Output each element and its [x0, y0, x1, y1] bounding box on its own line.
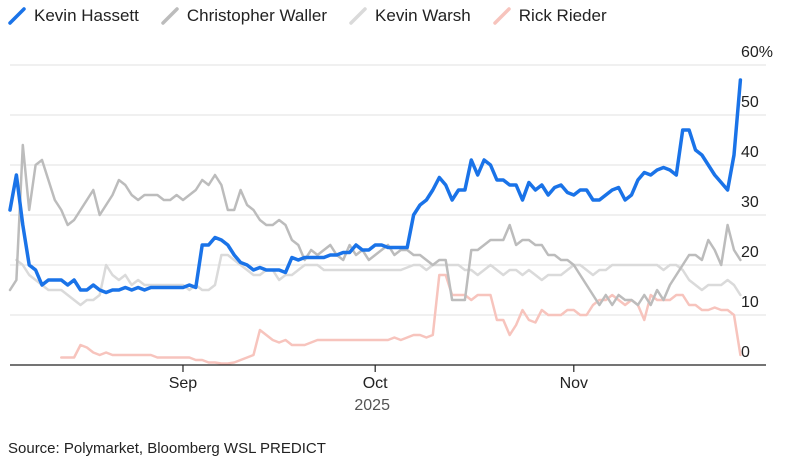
legend-label: Kevin Hassett — [34, 6, 139, 25]
legend: Kevin Hassett Christopher Waller Kevin W… — [8, 6, 607, 26]
legend-item: Kevin Hassett — [8, 6, 139, 26]
series-line-rick-rieder — [60, 273, 742, 365]
y-tick-label: 60% — [741, 44, 773, 61]
y-tick-label: 0 — [741, 344, 750, 361]
legend-line-icon — [8, 7, 26, 25]
legend-item: Kevin Warsh — [349, 6, 471, 26]
legend-item: Christopher Waller — [161, 6, 327, 26]
legend-line-icon — [349, 7, 367, 25]
y-tick-label: 20 — [741, 244, 759, 261]
legend-line-icon — [493, 7, 511, 25]
legend-label: Rick Rieder — [518, 6, 607, 25]
x-tick-label: Nov — [560, 375, 588, 392]
y-tick-label: 10 — [741, 294, 759, 311]
y-tick-label: 30 — [741, 194, 759, 211]
y-tick-label: 40 — [741, 144, 759, 161]
plot-area: 0 10 20 30 40 50 60% Sep Oct Nov 2025 — [8, 44, 773, 414]
series-line-kevin-warsh — [15, 253, 742, 307]
legend-label: Christopher Waller — [186, 6, 328, 25]
y-tick-label: 50 — [741, 94, 759, 111]
legend-line-icon — [161, 7, 179, 25]
legend-label: Kevin Warsh — [375, 6, 471, 25]
x-tick-label: Sep — [169, 375, 198, 392]
series-line-kevin-hassett — [8, 78, 743, 295]
series-line-christopher-waller — [8, 143, 742, 307]
x-tick-label: Oct — [363, 375, 388, 392]
source-note: Source: Polymarket, Bloomberg WSL PREDIC… — [8, 440, 326, 457]
x-axis-year-label: 2025 — [354, 397, 390, 414]
legend-item: Rick Rieder — [493, 6, 607, 26]
